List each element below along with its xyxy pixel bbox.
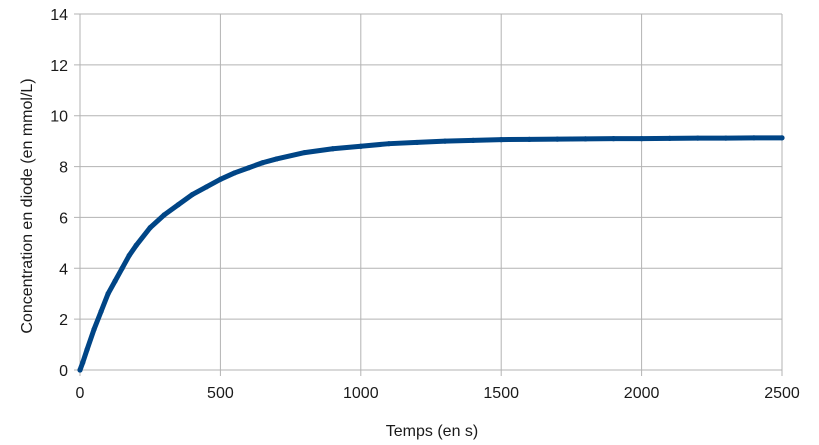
x-tick-label: 1000 [343,385,379,402]
y-tick-label: 0 [59,363,68,380]
data-point [245,165,252,171]
data-point [386,141,392,147]
data-point [203,184,209,190]
data-point [161,212,167,218]
data-point [98,308,104,315]
x-tick-label: 2000 [624,385,660,402]
data-point [302,149,308,156]
data-point [80,359,86,365]
y-tick-label: 4 [59,261,68,278]
data-point [189,191,195,198]
data-point [639,136,645,142]
y-tick-label: 12 [50,58,68,75]
x-axis-title: Temps (en s) [386,423,478,440]
data-point [217,176,223,182]
series-layer [77,135,785,373]
x-tick-label: 1500 [483,385,519,402]
data-point [442,138,448,144]
y-tick-label: 8 [59,160,68,177]
x-tick-label: 0 [76,385,85,402]
data-point [105,291,111,297]
data-point [414,139,420,146]
data-point [126,252,132,259]
data-point [498,137,504,143]
x-tick-label: 500 [207,385,234,402]
y-axis-title: Concentration en diode (en mmol/L) [19,78,36,333]
data-point [119,265,125,271]
data-point [231,170,238,176]
data-point [695,135,701,141]
data-point [273,156,280,162]
data-point [554,136,560,142]
y-tick-label: 6 [59,210,68,227]
data-point [112,278,118,284]
data-point [610,136,617,142]
y-tick-label: 14 [50,7,68,24]
data-point [84,347,90,353]
data-point [147,225,153,231]
data-point [259,160,266,166]
data-point [330,146,336,152]
data-point [582,136,589,142]
y-tick-label: 2 [59,312,68,329]
data-point [77,367,83,373]
data-point [133,242,139,248]
data-point [358,143,364,149]
data-point [723,135,729,141]
series-line [77,135,785,373]
data-point [526,136,532,142]
y-tick-label: 10 [50,109,68,126]
x-tick-label: 2500 [764,385,800,402]
data-point [91,326,97,332]
data-point [751,135,757,141]
data-point [175,202,181,208]
data-point [470,137,476,143]
grid-lines [74,13,783,376]
data-point [667,135,673,141]
tick-labels: 0 500 1000 1500 2000 2500 0 2 4 6 8 10 12 14 [50,7,800,402]
data-point [779,135,785,141]
